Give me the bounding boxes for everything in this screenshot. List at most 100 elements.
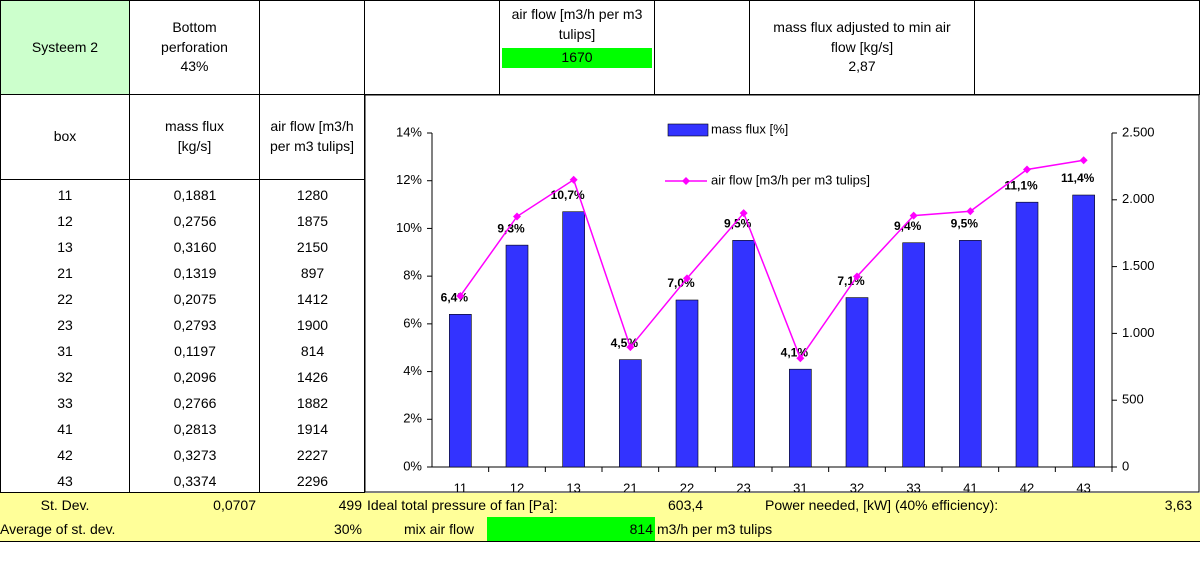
table-cell: 897 [300,265,325,281]
label: St. Dev. [40,497,90,513]
y-tick-label: 10% [396,220,422,235]
cell: mass flux adjusted to min air flow [kg/s… [750,0,975,95]
x-tick-label: 43 [1076,480,1090,493]
table-cell: 0,2756 [173,213,217,229]
x-tick-label: 21 [623,480,637,493]
y-tick-label: 14% [396,124,422,139]
cell: mass flux [kg/s] [130,95,260,180]
data-label: 9,3% [497,221,525,235]
cell: Systeem 2 [0,0,130,95]
table-cell: 1914 [296,421,329,437]
y-tick-label: 2% [403,411,422,426]
marker [853,272,861,281]
table-cell: 0,3374 [173,473,217,489]
table-cell: 0,2813 [173,421,217,437]
cell: box [0,95,130,180]
marker [739,209,748,218]
bar [675,299,699,468]
value: 499 [338,497,362,513]
table-cell: 42 [57,447,73,463]
label: mass flux adjusted to min air flow [kg/s… [773,19,951,55]
marker [513,212,521,221]
chart: 0% 2% 4% 6% 8% 10% 12% 14% 0 500 1.000 1.500 2.000 2.… [365,95,1200,493]
y2-tick-label: 1.500 [1122,258,1155,273]
table-cell: 43 [57,473,73,489]
value: 43% [180,58,209,75]
table-cell: 0,2075 [173,291,217,307]
marker [1023,165,1031,174]
bar [845,297,869,468]
table-cell: 0,2793 [173,317,217,333]
value: 0,0707 [213,497,256,513]
x-tick-label: 22 [680,480,694,493]
bar [732,240,755,468]
y2-tick-label: 2.500 [1122,124,1155,139]
y2-tick-label: 1.000 [1122,325,1155,340]
table-cell: 814 [300,343,325,359]
y2-tick-label: 500 [1122,392,1144,407]
x-tick-label: 13 [566,480,580,493]
label: Power needed, [kW] (40% efficiency): [765,497,999,513]
bar [1015,201,1039,468]
column [0,180,130,493]
bar [449,314,472,468]
column-header: air flow [m3/h per m3 tulips] [269,118,355,154]
x-tick-label: 31 [793,480,807,493]
data-label: 9,5% [951,217,979,231]
value: 3,63 [1164,497,1192,513]
x-tick-label: 11 [454,480,468,493]
cell: Bottom perforation 43% [130,0,260,95]
label: mix air flow [404,521,475,537]
cell: air flow [m3/h per m3 tulips] 1670 [500,0,655,95]
table-cell: 11 [57,187,73,203]
bar [1072,194,1095,468]
value: 2,87 [848,58,876,75]
marker [456,291,465,300]
legend-label: air flow [m3/h per m3 tulips] [711,172,870,187]
table-cell: 32 [57,369,73,385]
column [130,180,260,493]
x-tick-label: 32 [850,480,864,493]
cell [655,0,750,95]
table-cell: 1882 [296,395,329,411]
system-name: Systeem 2 [31,38,99,55]
table-cell: 0,3160 [173,239,217,255]
table-cell: 1426 [296,369,329,385]
table-cell: 33 [57,395,73,411]
y-tick-label: 6% [403,315,422,330]
table-cell: 31 [57,343,73,359]
legend-swatch [667,123,709,137]
x-tick-label: 12 [510,480,524,493]
value: 1670 [502,48,652,68]
column-header: mass flux [kg/s] [164,118,225,154]
bar [789,368,812,468]
y2-tick-label: 2.000 [1122,191,1155,206]
table-cell: 0,3273 [173,447,217,463]
label: m3/h per m3 tulips [657,521,773,537]
legend-marker [682,177,690,185]
table-cell: 2150 [296,239,329,255]
y-tick-label: 12% [396,172,422,187]
bar [562,211,585,468]
bar [619,359,642,468]
bar [902,242,925,468]
table-cell: 2227 [296,447,329,463]
y-tick-label: 4% [403,363,422,378]
table-cell: 0,1319 [173,265,217,281]
value: 603,4 [668,497,704,513]
x-tick-label: 41 [963,480,977,493]
marker [626,343,635,352]
cell [260,0,365,95]
x-tick-label: 33 [906,480,920,493]
data-label: 10,7% [551,188,585,202]
y-tick-label: 0% [403,458,422,473]
table-cell: 23 [57,317,73,333]
data-label: 11,1% [1004,178,1038,192]
marker [796,354,805,363]
x-tick-label: 42 [1020,480,1034,493]
table-cell: 1280 [296,187,329,203]
marker [1079,156,1088,165]
table-cell: 21 [57,265,73,281]
table-cell: 12 [57,213,73,229]
